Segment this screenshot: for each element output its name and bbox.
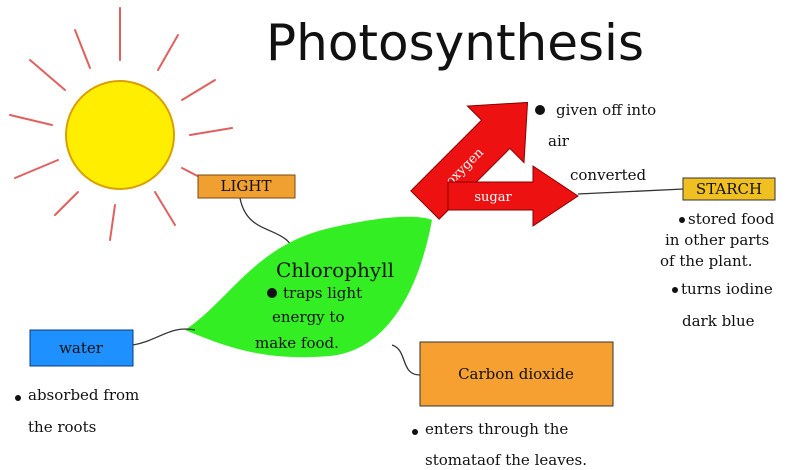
starch-note: stored food xyxy=(688,210,775,228)
starch-label: STARCH xyxy=(696,180,762,198)
starch-note: dark blue xyxy=(682,312,755,330)
carbon-dioxide-note: stomataof the leaves. xyxy=(425,451,587,469)
chlorophyll-note: make food. xyxy=(255,334,339,352)
starch-note: turns iodine xyxy=(681,280,773,298)
bullet xyxy=(672,287,678,293)
oxygen-note: given off into xyxy=(556,101,656,119)
title: Photosynthesis xyxy=(266,14,644,72)
water-label: water xyxy=(59,339,104,357)
oxygen-note: air xyxy=(548,132,570,150)
chlorophyll-label: Chlorophyll xyxy=(276,258,394,282)
starch-note: of the plant. xyxy=(660,252,752,270)
sugar-label: sugar xyxy=(474,190,512,205)
carbon-dioxide-note: enters through the xyxy=(425,420,568,438)
chlorophyll-note: traps light xyxy=(283,284,362,302)
bullet xyxy=(679,217,685,223)
chlorophyll-note: energy to xyxy=(272,308,345,326)
diagram: Photosynthesis LIGHT Chlorophyll traps l… xyxy=(0,0,805,470)
bullet xyxy=(15,395,21,401)
bullet xyxy=(535,105,545,115)
light-label: LIGHT xyxy=(221,177,272,195)
bullet xyxy=(412,429,418,435)
carbon-dioxide-label: Carbon dioxide xyxy=(458,365,574,383)
bullet xyxy=(267,288,277,298)
converted-label: converted xyxy=(570,166,647,184)
starch-note: in other parts xyxy=(665,231,769,249)
water-note: the roots xyxy=(28,418,96,436)
water-note: absorbed from xyxy=(28,386,139,404)
